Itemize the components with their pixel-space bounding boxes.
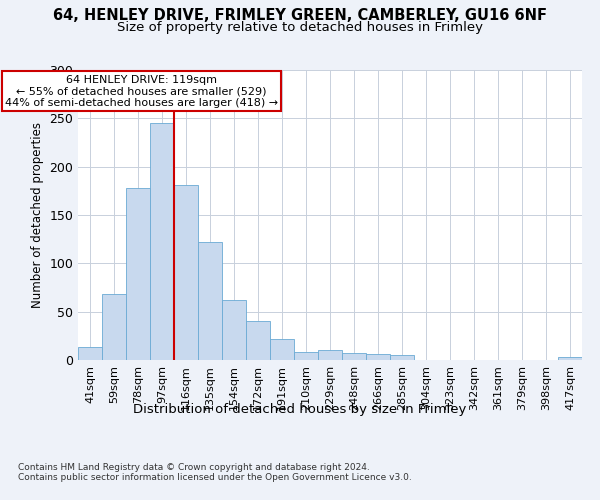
Bar — [222, 300, 246, 360]
Bar — [198, 242, 222, 360]
Bar — [246, 322, 270, 360]
Text: Size of property relative to detached houses in Frimley: Size of property relative to detached ho… — [117, 21, 483, 34]
Bar — [78, 348, 102, 360]
Bar — [390, 355, 414, 360]
Bar — [366, 354, 390, 360]
Y-axis label: Number of detached properties: Number of detached properties — [31, 122, 44, 308]
Bar — [150, 123, 174, 360]
Bar — [126, 188, 150, 360]
Text: 64, HENLEY DRIVE, FRIMLEY GREEN, CAMBERLEY, GU16 6NF: 64, HENLEY DRIVE, FRIMLEY GREEN, CAMBERL… — [53, 8, 547, 22]
Bar — [270, 338, 294, 360]
Text: Contains HM Land Registry data © Crown copyright and database right 2024.
Contai: Contains HM Land Registry data © Crown c… — [18, 462, 412, 482]
Text: 64 HENLEY DRIVE: 119sqm
← 55% of detached houses are smaller (529)
44% of semi-d: 64 HENLEY DRIVE: 119sqm ← 55% of detache… — [5, 75, 278, 108]
Bar — [342, 353, 366, 360]
Bar — [294, 352, 318, 360]
Text: Distribution of detached houses by size in Frimley: Distribution of detached houses by size … — [133, 402, 467, 415]
Bar — [174, 185, 198, 360]
Bar — [102, 294, 126, 360]
Bar — [318, 350, 342, 360]
Bar — [558, 357, 582, 360]
